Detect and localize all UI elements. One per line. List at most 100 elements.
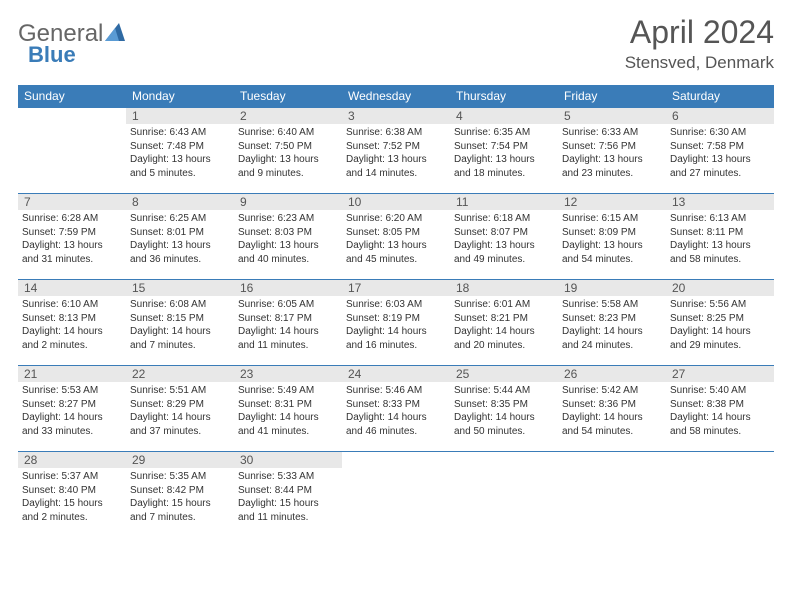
day-details: Sunrise: 6:40 AMSunset: 7:50 PMDaylight:… (234, 126, 342, 184)
day-number: 4 (450, 108, 558, 124)
calendar-cell: 28Sunrise: 5:37 AMSunset: 8:40 PMDayligh… (18, 452, 126, 538)
daylight-line2: and 33 minutes. (22, 425, 122, 439)
sunrise-text: Sunrise: 6:03 AM (346, 298, 446, 312)
daylight-line2: and 24 minutes. (562, 339, 662, 353)
day-details: Sunrise: 6:43 AMSunset: 7:48 PMDaylight:… (126, 126, 234, 184)
day-details: Sunrise: 5:58 AMSunset: 8:23 PMDaylight:… (558, 298, 666, 356)
sunset-text: Sunset: 8:05 PM (346, 226, 446, 240)
calendar-cell: 19Sunrise: 5:58 AMSunset: 8:23 PMDayligh… (558, 280, 666, 366)
daylight-line2: and 5 minutes. (130, 167, 230, 181)
title-block: April 2024 Stensved, Denmark (625, 14, 774, 73)
day-header: Monday (126, 85, 234, 108)
calendar-cell (450, 452, 558, 538)
day-header: Wednesday (342, 85, 450, 108)
daylight-line1: Daylight: 14 hours (22, 411, 122, 425)
day-details: Sunrise: 5:33 AMSunset: 8:44 PMDaylight:… (234, 470, 342, 528)
daylight-line1: Daylight: 14 hours (562, 411, 662, 425)
sunrise-text: Sunrise: 5:35 AM (130, 470, 230, 484)
calendar-cell: 30Sunrise: 5:33 AMSunset: 8:44 PMDayligh… (234, 452, 342, 538)
sunrise-text: Sunrise: 6:20 AM (346, 212, 446, 226)
daylight-line2: and 16 minutes. (346, 339, 446, 353)
calendar-cell: 18Sunrise: 6:01 AMSunset: 8:21 PMDayligh… (450, 280, 558, 366)
sunset-text: Sunset: 7:52 PM (346, 140, 446, 154)
day-details: Sunrise: 5:35 AMSunset: 8:42 PMDaylight:… (126, 470, 234, 528)
logo-triangle-icon (105, 20, 125, 48)
daylight-line1: Daylight: 15 hours (130, 497, 230, 511)
logo-text-blue: Blue (28, 42, 76, 67)
day-number: 3 (342, 108, 450, 124)
day-header: Tuesday (234, 85, 342, 108)
day-details: Sunrise: 6:10 AMSunset: 8:13 PMDaylight:… (18, 298, 126, 356)
calendar-table: SundayMondayTuesdayWednesdayThursdayFrid… (18, 85, 774, 538)
daylight-line2: and 29 minutes. (670, 339, 770, 353)
day-details: Sunrise: 5:37 AMSunset: 8:40 PMDaylight:… (18, 470, 126, 528)
daylight-line1: Daylight: 14 hours (454, 411, 554, 425)
sunset-text: Sunset: 8:15 PM (130, 312, 230, 326)
day-details: Sunrise: 5:56 AMSunset: 8:25 PMDaylight:… (666, 298, 774, 356)
day-details: Sunrise: 6:05 AMSunset: 8:17 PMDaylight:… (234, 298, 342, 356)
sunrise-text: Sunrise: 5:44 AM (454, 384, 554, 398)
sunset-text: Sunset: 8:27 PM (22, 398, 122, 412)
sunrise-text: Sunrise: 6:23 AM (238, 212, 338, 226)
day-number: 10 (342, 194, 450, 210)
daylight-line2: and 58 minutes. (670, 425, 770, 439)
day-number: 16 (234, 280, 342, 296)
calendar-cell: 16 Sunrise: 6:05 AMSunset: 8:17 PMDayligh… (234, 280, 342, 366)
day-number (342, 452, 450, 468)
sunset-text: Sunset: 8:21 PM (454, 312, 554, 326)
daylight-line2: and 50 minutes. (454, 425, 554, 439)
day-details: Sunrise: 5:53 AMSunset: 8:27 PMDaylight:… (18, 384, 126, 442)
sunset-text: Sunset: 8:19 PM (346, 312, 446, 326)
day-number (450, 452, 558, 468)
daylight-line1: Daylight: 14 hours (238, 325, 338, 339)
sunset-text: Sunset: 8:03 PM (238, 226, 338, 240)
daylight-line1: Daylight: 15 hours (22, 497, 122, 511)
day-number: 5 (558, 108, 666, 124)
sunset-text: Sunset: 8:29 PM (130, 398, 230, 412)
day-details: Sunrise: 5:42 AMSunset: 8:36 PMDaylight:… (558, 384, 666, 442)
day-number: 21 (18, 366, 126, 382)
calendar-cell: 2Sunrise: 6:40 AMSunset: 7:50 PMDaylight… (234, 108, 342, 194)
day-number: 29 (126, 452, 234, 468)
sunrise-text: Sunrise: 6:43 AM (130, 126, 230, 140)
sunset-text: Sunset: 8:42 PM (130, 484, 230, 498)
daylight-line2: and 2 minutes. (22, 511, 122, 525)
day-details: Sunrise: 6:08 AMSunset: 8:15 PMDaylight:… (126, 298, 234, 356)
day-details: Sunrise: 6:18 AMSunset: 8:07 PMDaylight:… (450, 212, 558, 270)
day-header: Saturday (666, 85, 774, 108)
calendar-cell: 15Sunrise: 6:08 AMSunset: 8:15 PMDayligh… (126, 280, 234, 366)
day-number: 13 (666, 194, 774, 210)
day-number: 9 (234, 194, 342, 210)
sunrise-text: Sunrise: 6:13 AM (670, 212, 770, 226)
daylight-line2: and 37 minutes. (130, 425, 230, 439)
calendar-cell: 10Sunrise: 6:20 AMSunset: 8:05 PMDayligh… (342, 194, 450, 280)
daylight-line2: and 2 minutes. (22, 339, 122, 353)
daylight-line2: and 18 minutes. (454, 167, 554, 181)
day-details: Sunrise: 6:33 AMSunset: 7:56 PMDaylight:… (558, 126, 666, 184)
daylight-line2: and 40 minutes. (238, 253, 338, 267)
day-details: Sunrise: 6:38 AMSunset: 7:52 PMDaylight:… (342, 126, 450, 184)
day-number: 23 (234, 366, 342, 382)
sunrise-text: Sunrise: 6:15 AM (562, 212, 662, 226)
calendar-cell: 25Sunrise: 5:44 AMSunset: 8:35 PMDayligh… (450, 366, 558, 452)
daylight-line2: and 27 minutes. (670, 167, 770, 181)
daylight-line2: and 58 minutes. (670, 253, 770, 267)
sunrise-text: Sunrise: 5:58 AM (562, 298, 662, 312)
daylight-line1: Daylight: 14 hours (22, 325, 122, 339)
daylight-line2: and 41 minutes. (238, 425, 338, 439)
daylight-line2: and 7 minutes. (130, 339, 230, 353)
calendar-cell: 23Sunrise: 5:49 AMSunset: 8:31 PMDayligh… (234, 366, 342, 452)
sunset-text: Sunset: 8:44 PM (238, 484, 338, 498)
sunrise-text: Sunrise: 5:37 AM (22, 470, 122, 484)
day-number (666, 452, 774, 468)
sunrise-text: Sunrise: 6:28 AM (22, 212, 122, 226)
calendar-cell: 9Sunrise: 6:23 AMSunset: 8:03 PMDaylight… (234, 194, 342, 280)
sunset-text: Sunset: 7:59 PM (22, 226, 122, 240)
day-number: 25 (450, 366, 558, 382)
calendar-cell: 7Sunrise: 6:28 AMSunset: 7:59 PMDaylight… (18, 194, 126, 280)
calendar-cell: 22Sunrise: 5:51 AMSunset: 8:29 PMDayligh… (126, 366, 234, 452)
calendar-cell: 8Sunrise: 6:25 AMSunset: 8:01 PMDaylight… (126, 194, 234, 280)
sunrise-text: Sunrise: 6:10 AM (22, 298, 122, 312)
day-number (18, 108, 126, 124)
sunset-text: Sunset: 7:50 PM (238, 140, 338, 154)
